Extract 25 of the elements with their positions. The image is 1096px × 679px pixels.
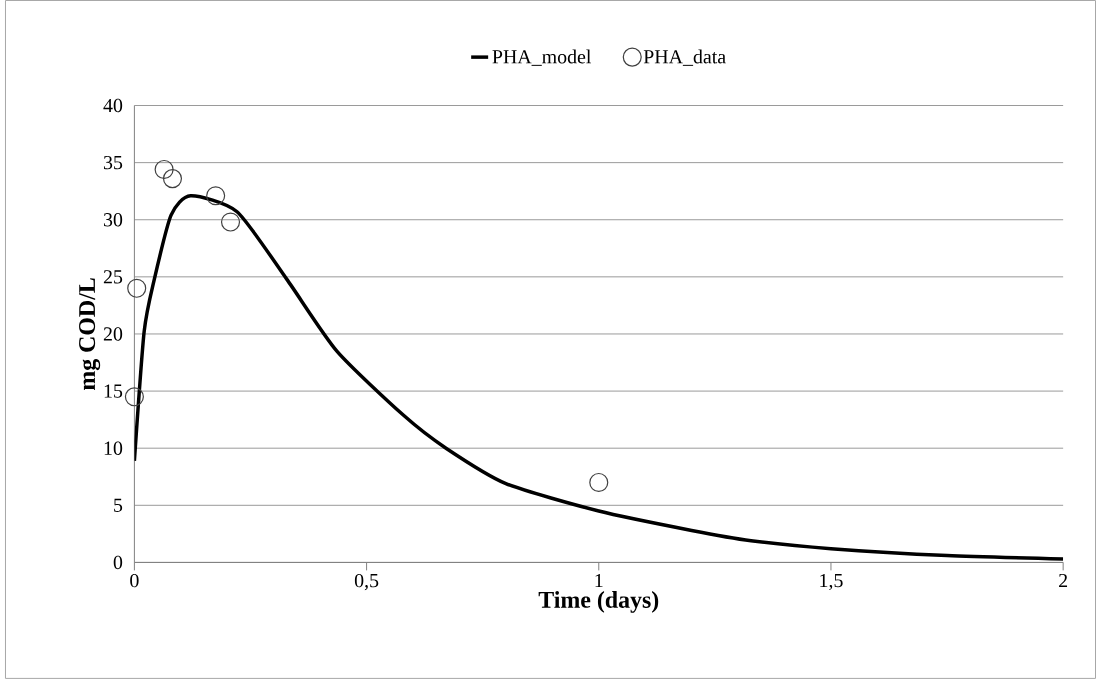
- y-tick-label: 40: [103, 98, 123, 113]
- y-tick-label: 0: [113, 555, 123, 570]
- x-tick-label: 1: [595, 573, 603, 588]
- legend-label: PHA_data: [643, 49, 726, 66]
- point: [162, 169, 183, 189]
- point: [589, 472, 609, 493]
- point: [127, 278, 147, 298]
- point: [124, 387, 144, 407]
- y-tick-label: 30: [103, 213, 123, 227]
- y-tick-label: 5: [114, 498, 123, 512]
- point: [154, 159, 174, 180]
- x-tick-label: 1,5: [820, 573, 843, 591]
- x-axis-title: Time (days): [538, 591, 659, 613]
- y-tick-label: 35: [103, 155, 123, 170]
- y-axis-title: mg COD/L: [79, 278, 101, 391]
- y-tick-label: 25: [103, 270, 123, 284]
- point: [206, 186, 226, 206]
- x-tick-label: 0: [130, 573, 139, 588]
- y-tick-label: 20: [103, 327, 123, 341]
- x-tick-label: 2: [1059, 573, 1068, 588]
- x-tick-label: 0,5: [354, 573, 379, 591]
- y-tick-label: 10: [104, 441, 123, 455]
- y-tick-label: 15: [104, 384, 123, 398]
- point: [220, 212, 241, 232]
- legend-label: PHA_model: [492, 49, 592, 66]
